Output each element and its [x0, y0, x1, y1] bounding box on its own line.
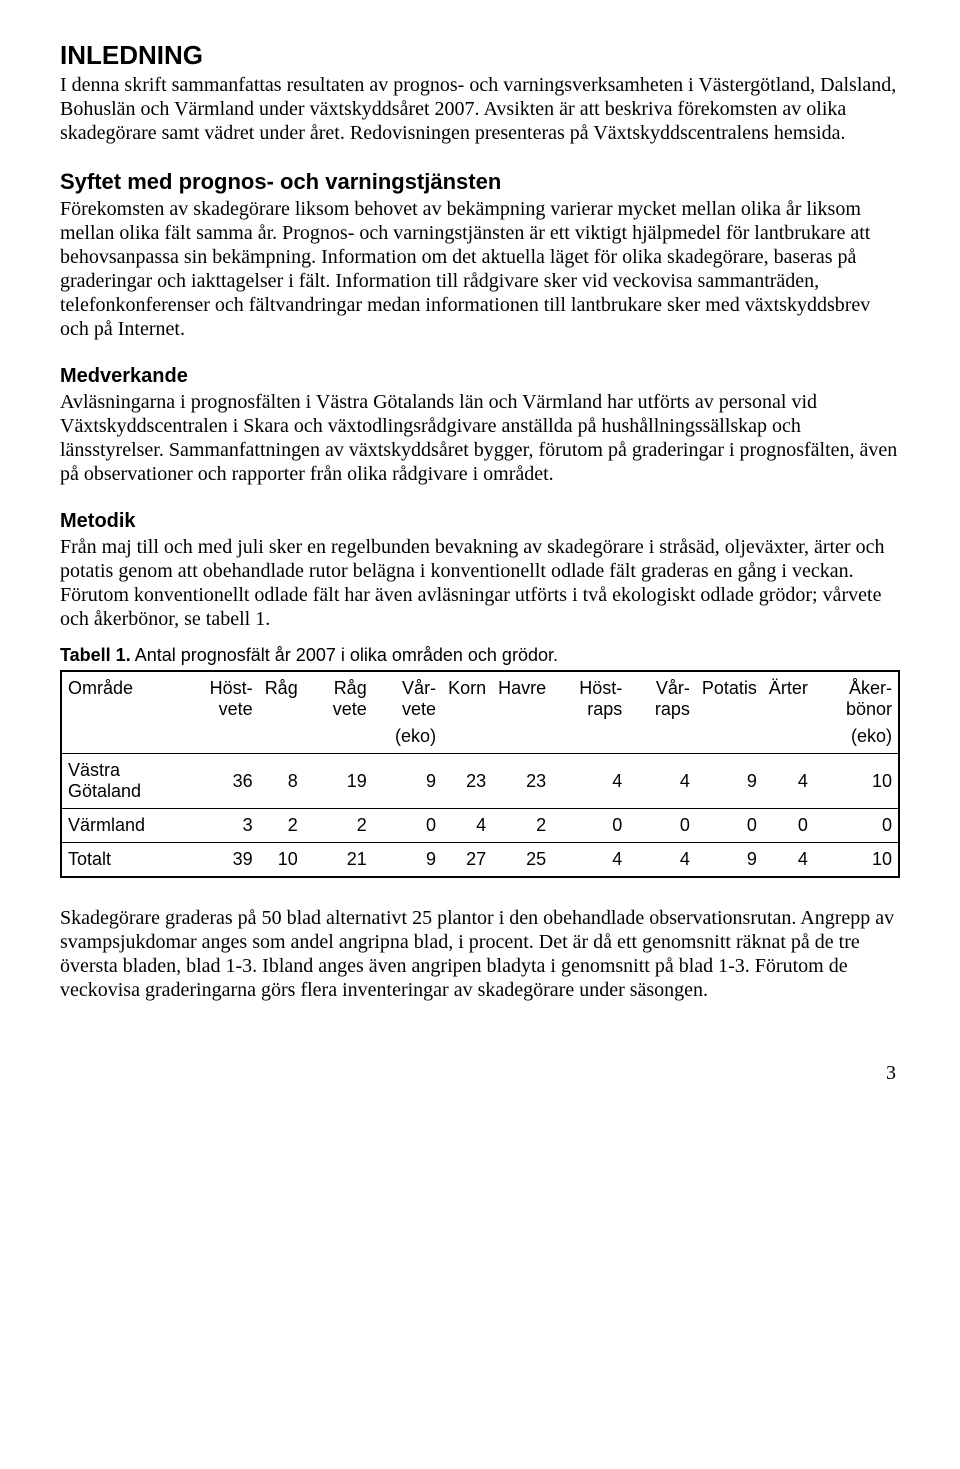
cell: 8 [259, 754, 304, 809]
sub-empty-0 [61, 726, 183, 754]
cell: 4 [442, 809, 492, 843]
cell: 9 [696, 843, 763, 878]
row-label: Totalt [61, 843, 183, 878]
cell: 10 [259, 843, 304, 878]
cell: 0 [696, 809, 763, 843]
cell: 39 [183, 843, 259, 878]
col-akerbonor: Åker-bönor [814, 671, 899, 726]
cell: 4 [763, 754, 814, 809]
col-varraps: Vår-raps [628, 671, 696, 726]
page-container: INLEDNING I denna skrift sammanfattas re… [0, 0, 960, 1125]
col-hostraps: Höst-raps [552, 671, 628, 726]
table-row: Värmland 3 2 2 0 4 2 0 0 0 0 0 [61, 809, 899, 843]
cell: 23 [442, 754, 492, 809]
data-table: Område Höst-vete Råg Råg vete Vår-vete K… [60, 670, 900, 878]
section-metodik-body: Från maj till och med juli sker en regel… [60, 535, 900, 631]
table-row: Västra Götaland 36 8 19 9 23 23 4 4 9 4 … [61, 754, 899, 809]
sub-empty-2 [259, 726, 304, 754]
table-row: Totalt 39 10 21 9 27 25 4 4 9 4 10 [61, 843, 899, 878]
section-medverkande-body: Avläsningarna i prognosfälten i Västra G… [60, 390, 900, 486]
cell: 36 [183, 754, 259, 809]
page-number: 3 [60, 1062, 900, 1085]
col-korn: Korn [442, 671, 492, 726]
cell: 9 [373, 843, 442, 878]
section-syfte-title: Syftet med prognos- och varningstjänsten [60, 169, 900, 195]
col-rag: Råg [259, 671, 304, 726]
table-subheader-row: (eko) (eko) [61, 726, 899, 754]
cell: 0 [628, 809, 696, 843]
cell: 4 [763, 843, 814, 878]
sub-empty-5 [442, 726, 492, 754]
cell: 2 [304, 809, 373, 843]
table-caption-rest: Antal prognosfält år 2007 i olika område… [131, 645, 558, 665]
cell: 3 [183, 809, 259, 843]
col-havre: Havre [492, 671, 552, 726]
after-table-paragraph: Skadegörare graderas på 50 blad alternat… [60, 906, 900, 1002]
cell: 4 [628, 754, 696, 809]
cell: 0 [373, 809, 442, 843]
section-metodik-title: Metodik [60, 510, 900, 533]
col-varvete: Vår-vete [373, 671, 442, 726]
sub-empty-10 [763, 726, 814, 754]
section-medverkande-title: Medverkande [60, 365, 900, 388]
sub-empty-3 [304, 726, 373, 754]
section-syfte-body: Förekomsten av skadegörare liksom behove… [60, 197, 900, 341]
table-header-row: Område Höst-vete Råg Råg vete Vår-vete K… [61, 671, 899, 726]
table-caption: Tabell 1. Antal prognosfält år 2007 i ol… [60, 645, 900, 666]
sub-empty-9 [696, 726, 763, 754]
col-omrade: Område [61, 671, 183, 726]
cell: 0 [763, 809, 814, 843]
col-arter: Ärter [763, 671, 814, 726]
cell: 2 [492, 809, 552, 843]
col-ragvete: Råg vete [304, 671, 373, 726]
cell: 27 [442, 843, 492, 878]
main-title: INLEDNING [60, 40, 900, 71]
row-label: Västra Götaland [61, 754, 183, 809]
sub-empty-7 [552, 726, 628, 754]
cell: 10 [814, 754, 899, 809]
col-potatis: Potatis [696, 671, 763, 726]
cell: 9 [373, 754, 442, 809]
sub-empty-6 [492, 726, 552, 754]
sub-empty-1 [183, 726, 259, 754]
cell: 4 [552, 754, 628, 809]
cell: 4 [628, 843, 696, 878]
cell: 4 [552, 843, 628, 878]
sub-eko-left: (eko) [373, 726, 442, 754]
row-label: Värmland [61, 809, 183, 843]
cell: 9 [696, 754, 763, 809]
table-caption-bold: Tabell 1. [60, 645, 131, 665]
cell: 0 [814, 809, 899, 843]
cell: 19 [304, 754, 373, 809]
col-hostvete: Höst-vete [183, 671, 259, 726]
cell: 23 [492, 754, 552, 809]
cell: 21 [304, 843, 373, 878]
cell: 0 [552, 809, 628, 843]
cell: 25 [492, 843, 552, 878]
cell: 2 [259, 809, 304, 843]
sub-empty-8 [628, 726, 696, 754]
intro-paragraph: I denna skrift sammanfattas resultaten a… [60, 73, 900, 145]
sub-eko-right: (eko) [814, 726, 899, 754]
cell: 10 [814, 843, 899, 878]
